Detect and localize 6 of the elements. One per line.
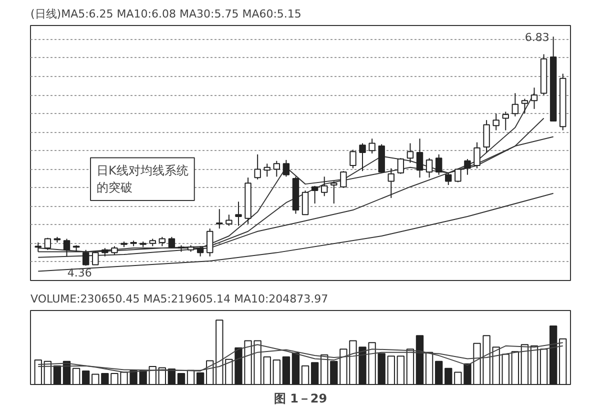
- chart-title: (日线)MA5:6.25 MA10:6.08 MA30:5.75 MA60:5.15: [30, 8, 302, 20]
- annotation: 日K线对均线系统的突破: [96, 164, 188, 194]
- caption: 图 1－29: [274, 392, 328, 406]
- chart-title: VOLUME:230650.45 MA5:219605.14 MA10:204873.97: [30, 292, 328, 306]
- annotation: 6.83: [524, 31, 550, 44]
- annotation: 4.36: [67, 266, 92, 280]
